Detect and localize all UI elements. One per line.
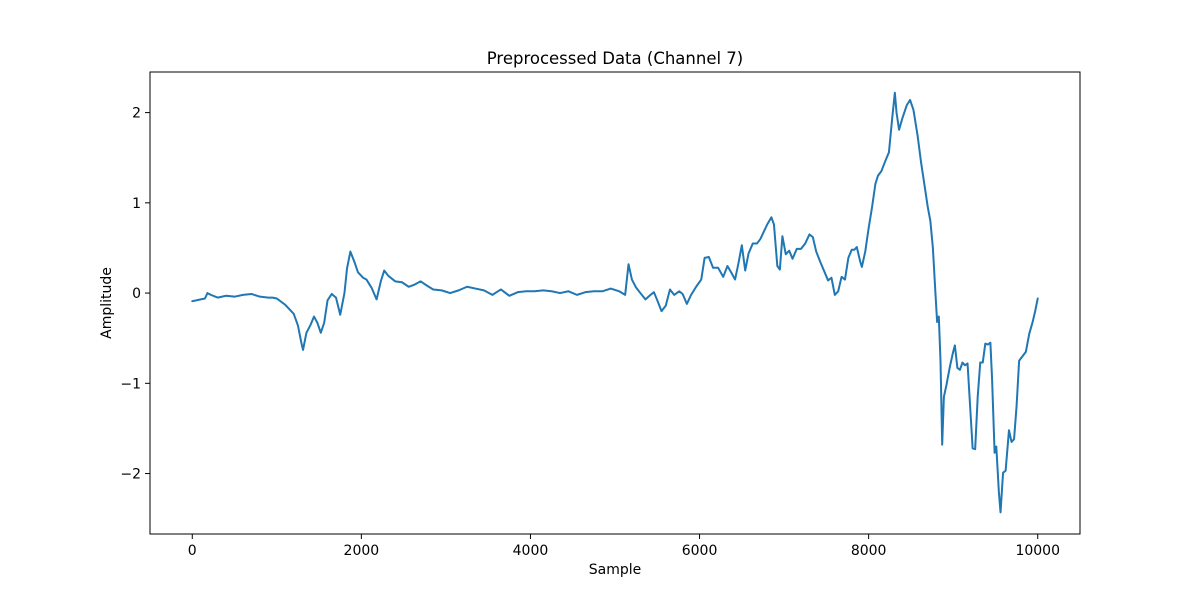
plot-frame (149, 71, 1081, 535)
x-axis-label: Sample (589, 562, 642, 578)
x-axis: 0 2000 4000 6000 8000 10000 (188, 534, 1060, 559)
x-tick-label: 4000 (513, 543, 549, 559)
y-axis: −2 −1 0 1 2 (120, 106, 150, 483)
x-tick-label: 2000 (344, 543, 380, 559)
plot-background (150, 72, 1080, 534)
y-tick-label: 1 (132, 196, 141, 212)
x-tick-label: 10000 (1015, 543, 1060, 559)
y-tick-label: −2 (120, 467, 141, 483)
x-tick-label: 0 (188, 543, 197, 559)
x-tick-label: 6000 (682, 543, 718, 559)
chart-title: Preprocessed Data (Channel 7) (487, 49, 744, 68)
series-line-0 (191, 91, 1039, 514)
series-layer (191, 91, 1039, 514)
y-tick-label: 0 (132, 286, 141, 302)
x-tick-label: 8000 (851, 543, 887, 559)
y-axis-label: Amplitude (99, 267, 115, 339)
y-tick-label: −1 (120, 376, 141, 392)
y-tick-label: 2 (132, 106, 141, 122)
